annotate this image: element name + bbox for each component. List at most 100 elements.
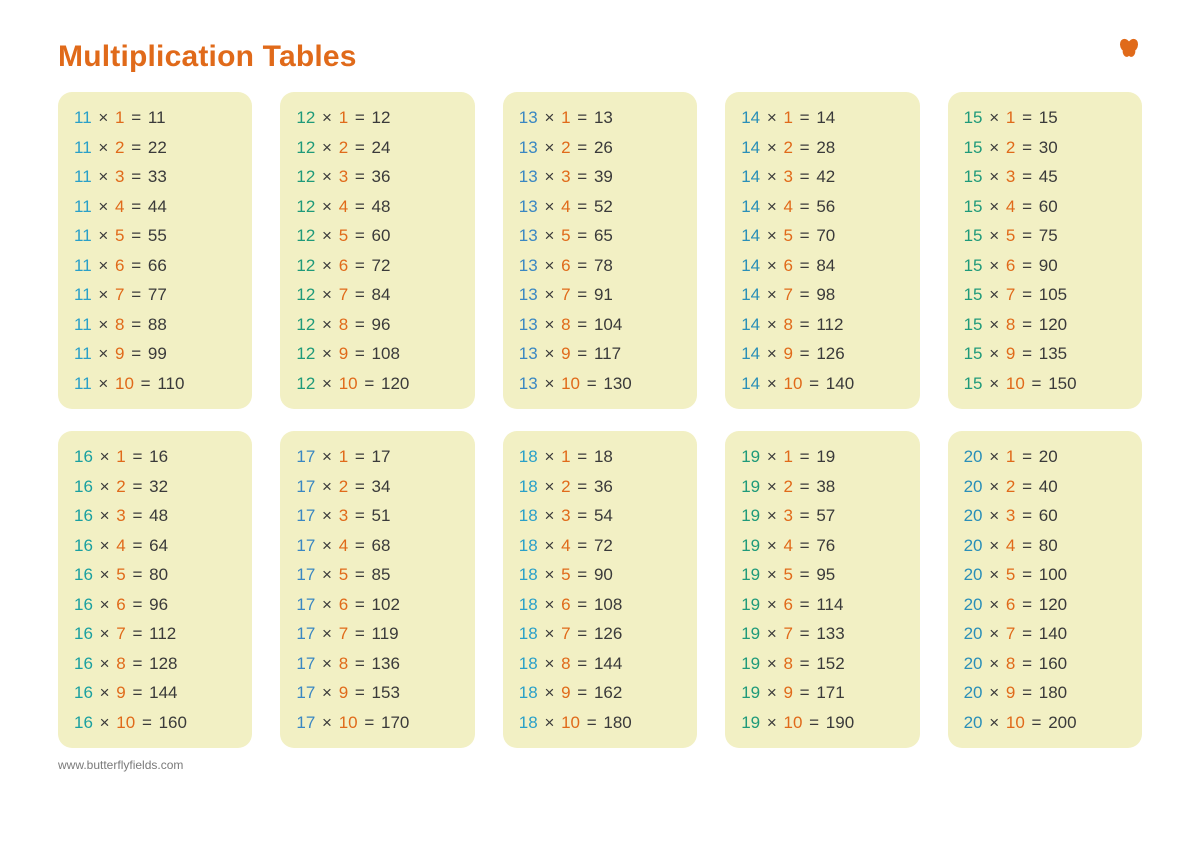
equals-symbol: =: [128, 506, 147, 525]
multiplier: 5: [783, 226, 792, 245]
multiplier: 2: [561, 477, 570, 496]
equals-symbol: =: [795, 256, 814, 275]
equals-symbol: =: [1017, 256, 1036, 275]
equals-symbol: =: [137, 713, 156, 732]
multiplier: 1: [115, 108, 124, 127]
table-row: 14 × 8 = 112: [741, 310, 905, 340]
product: 12: [372, 108, 391, 127]
multiplier: 3: [783, 506, 792, 525]
product: 17: [372, 447, 391, 466]
product: 144: [594, 654, 622, 673]
equals-symbol: =: [350, 624, 369, 643]
times-symbol: ×: [985, 374, 1004, 393]
table-row: 14 × 6 = 84: [741, 251, 905, 281]
product: 99: [148, 344, 167, 363]
times-symbol: ×: [985, 713, 1004, 732]
multiplier: 10: [115, 374, 134, 393]
equals-symbol: =: [127, 256, 146, 275]
times-symbol: ×: [317, 595, 336, 614]
product: 160: [159, 713, 187, 732]
product: 57: [816, 506, 835, 525]
product: 117: [594, 344, 621, 363]
times-symbol: ×: [985, 256, 1004, 275]
product: 65: [594, 226, 613, 245]
equals-symbol: =: [350, 565, 369, 584]
table-row: 17 × 7 = 119: [296, 619, 460, 649]
table-row: 12 × 9 = 108: [296, 339, 460, 369]
equals-symbol: =: [573, 624, 592, 643]
product: 33: [148, 167, 167, 186]
table-row: 11 × 5 = 55: [74, 221, 238, 251]
header: Multiplication Tables: [58, 40, 1142, 74]
multiplicand: 16: [74, 713, 93, 732]
product: 48: [372, 197, 391, 216]
product: 70: [816, 226, 835, 245]
table-row: 20 × 8 = 160: [964, 649, 1128, 679]
multiplier: 6: [1006, 595, 1015, 614]
times-symbol: ×: [762, 138, 781, 157]
multiplicand: 20: [964, 683, 983, 702]
product: 13: [594, 108, 613, 127]
multiplier: 8: [783, 654, 792, 673]
table-row: 20 × 2 = 40: [964, 472, 1128, 502]
multiplicand: 17: [296, 536, 315, 555]
table-row: 14 × 7 = 98: [741, 280, 905, 310]
product: 44: [148, 197, 167, 216]
multiplier: 2: [339, 477, 348, 496]
multiplier: 4: [561, 536, 570, 555]
times-symbol: ×: [317, 315, 336, 334]
product: 108: [594, 595, 622, 614]
table-row: 20 × 10 = 200: [964, 708, 1128, 738]
times-symbol: ×: [94, 197, 113, 216]
equals-symbol: =: [1017, 624, 1036, 643]
equals-symbol: =: [1027, 713, 1046, 732]
product: 64: [149, 536, 168, 555]
equals-symbol: =: [573, 565, 592, 584]
product: 78: [594, 256, 613, 275]
multiplicand: 16: [74, 683, 93, 702]
times-symbol: ×: [762, 374, 781, 393]
multiplier: 5: [339, 226, 348, 245]
product: 84: [816, 256, 835, 275]
multiplier: 2: [339, 138, 348, 157]
product: 200: [1048, 713, 1076, 732]
page: Multiplication Tables 11 × 1 = 1111 × 2 …: [0, 0, 1200, 849]
multiplicand: 13: [519, 344, 538, 363]
product: 36: [594, 477, 613, 496]
product: 18: [594, 447, 613, 466]
product: 153: [372, 683, 400, 702]
table-row: 11 × 2 = 22: [74, 133, 238, 163]
multiplicand: 15: [964, 108, 983, 127]
table-row: 15 × 3 = 45: [964, 162, 1128, 192]
table-row: 11 × 4 = 44: [74, 192, 238, 222]
times-symbol: ×: [95, 477, 114, 496]
multiplicand: 18: [519, 447, 538, 466]
table-row: 17 × 9 = 153: [296, 678, 460, 708]
table-row: 11 × 7 = 77: [74, 280, 238, 310]
multiplicand: 12: [296, 315, 315, 334]
multiplicand: 16: [74, 536, 93, 555]
multiplicand: 15: [964, 285, 983, 304]
table-row: 14 × 2 = 28: [741, 133, 905, 163]
multiplicand: 19: [741, 506, 760, 525]
product: 88: [148, 315, 167, 334]
product: 77: [148, 285, 167, 304]
multiplier: 7: [339, 285, 348, 304]
multiplicand: 20: [964, 713, 983, 732]
times-symbol: ×: [540, 138, 559, 157]
multiplicand: 11: [74, 197, 92, 216]
times-symbol: ×: [540, 506, 559, 525]
table-row: 15 × 8 = 120: [964, 310, 1128, 340]
multiplicand: 17: [296, 565, 315, 584]
multiplier: 8: [561, 315, 570, 334]
times-symbol: ×: [985, 315, 1004, 334]
times-symbol: ×: [762, 536, 781, 555]
equals-symbol: =: [128, 565, 147, 584]
multiplicand: 19: [741, 624, 760, 643]
times-symbol: ×: [95, 565, 114, 584]
table-row: 16 × 1 = 16: [74, 442, 238, 472]
multiplicand: 12: [296, 344, 315, 363]
table-card-17: 17 × 1 = 1717 × 2 = 3417 × 3 = 5117 × 4 …: [280, 431, 474, 748]
equals-symbol: =: [350, 477, 369, 496]
times-symbol: ×: [540, 713, 559, 732]
